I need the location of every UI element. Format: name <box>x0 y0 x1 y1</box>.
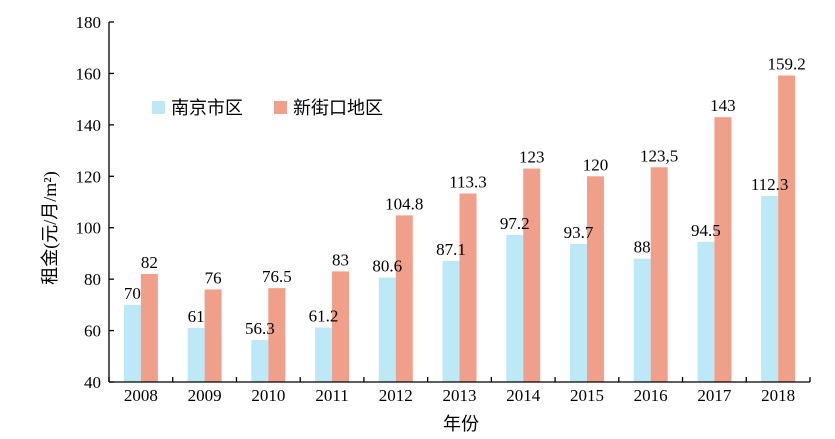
legend-label-xinjiekou: 新街口地区 <box>293 98 383 118</box>
bar-xinjiekou <box>459 193 477 382</box>
data-label: 123 <box>519 148 545 167</box>
bar-nanjing-city <box>633 258 651 382</box>
bar-xinjiekou <box>778 75 796 382</box>
data-label: 120 <box>583 155 609 174</box>
legend-swatch-xinjiekou <box>274 101 287 114</box>
bar-xinjiekou <box>650 167 668 382</box>
bar-nanjing-city <box>761 196 779 382</box>
x-tick-label: 2008 <box>124 386 158 405</box>
bars-layer <box>123 75 796 383</box>
bar-nanjing-city <box>123 304 141 382</box>
y-tick-label: 180 <box>76 13 102 32</box>
y-tick-label: 60 <box>84 322 101 341</box>
x-ticks: 2008 2009 2010 2011 2012 2013 2014 2015 2016 2017… <box>108 377 811 405</box>
y-ticks: 40 60 80 100 120 140 160 180 <box>76 13 114 392</box>
bar-nanjing-city <box>569 243 587 382</box>
data-label: 70 <box>124 284 141 303</box>
bar-xinjiekou <box>140 274 158 382</box>
data-label: 143 <box>710 96 736 115</box>
y-tick-label: 80 <box>84 270 101 289</box>
bar-nanjing-city <box>506 234 524 382</box>
bar-nanjing-city <box>697 241 715 382</box>
y-tick-label: 100 <box>76 219 102 238</box>
x-tick-label: 2016 <box>634 386 668 405</box>
x-tick-label: 2010 <box>251 386 285 405</box>
bar-xinjiekou <box>395 215 413 382</box>
legend-label-nanjing-city: 南京市区 <box>171 98 243 118</box>
x-tick-label: 2018 <box>761 386 795 405</box>
data-label: 159.2 <box>768 54 806 73</box>
x-tick-label: 2013 <box>443 386 477 405</box>
y-tick-label: 160 <box>76 64 102 83</box>
bar-xinjiekou <box>523 168 541 382</box>
y-tick-label: 40 <box>84 373 101 392</box>
x-tick-label: 2015 <box>570 386 604 405</box>
bar-nanjing-city <box>315 327 333 382</box>
data-label: 76 <box>205 268 222 287</box>
x-tick-label: 2017 <box>697 386 732 405</box>
data-label: 80.6 <box>372 257 402 276</box>
bar-xinjiekou <box>332 271 350 382</box>
data-label: 82 <box>141 253 158 272</box>
data-label: 94.5 <box>691 221 721 240</box>
data-label: 76.5 <box>262 267 292 286</box>
y-tick-label: 120 <box>76 167 102 186</box>
data-label: 113.3 <box>449 173 487 192</box>
bar-nanjing-city <box>251 340 269 382</box>
bar-xinjiekou <box>714 117 732 383</box>
data-label: 56.3 <box>245 319 275 338</box>
data-label: 61 <box>188 307 205 326</box>
bar-nanjing-city <box>378 277 396 382</box>
bar-nanjing-city <box>442 260 460 382</box>
bar-xinjiekou <box>268 288 286 382</box>
data-label: 61.2 <box>309 306 339 325</box>
data-label: 123,5 <box>640 146 678 165</box>
x-tick-label: 2014 <box>506 386 541 405</box>
x-axis-label: 年份 <box>443 414 479 434</box>
data-label: 88 <box>634 238 651 257</box>
x-tick-label: 2012 <box>379 386 413 405</box>
bar-nanjing-city <box>187 328 205 382</box>
y-axis-label: 租金(元/月/m²) <box>40 171 61 284</box>
data-label: 87.1 <box>436 240 466 259</box>
bar-xinjiekou <box>586 176 604 382</box>
legend: 南京市区 新街口地区 <box>152 98 383 118</box>
legend-swatch-nanjing-city <box>152 101 165 114</box>
data-label: 93.7 <box>564 223 594 242</box>
data-labels-layer: 70 61 56.3 61.2 80.6 87.1 97.2 93.7 88 94.5 112.3 8… <box>124 54 806 338</box>
data-label: 83 <box>332 250 349 269</box>
data-label: 112.3 <box>751 175 789 194</box>
data-label: 104.8 <box>385 194 423 213</box>
x-tick-label: 2011 <box>315 386 348 405</box>
y-tick-label: 140 <box>76 116 102 135</box>
bar-xinjiekou <box>204 289 222 382</box>
data-label: 97.2 <box>500 214 530 233</box>
x-tick-label: 2009 <box>188 386 222 405</box>
